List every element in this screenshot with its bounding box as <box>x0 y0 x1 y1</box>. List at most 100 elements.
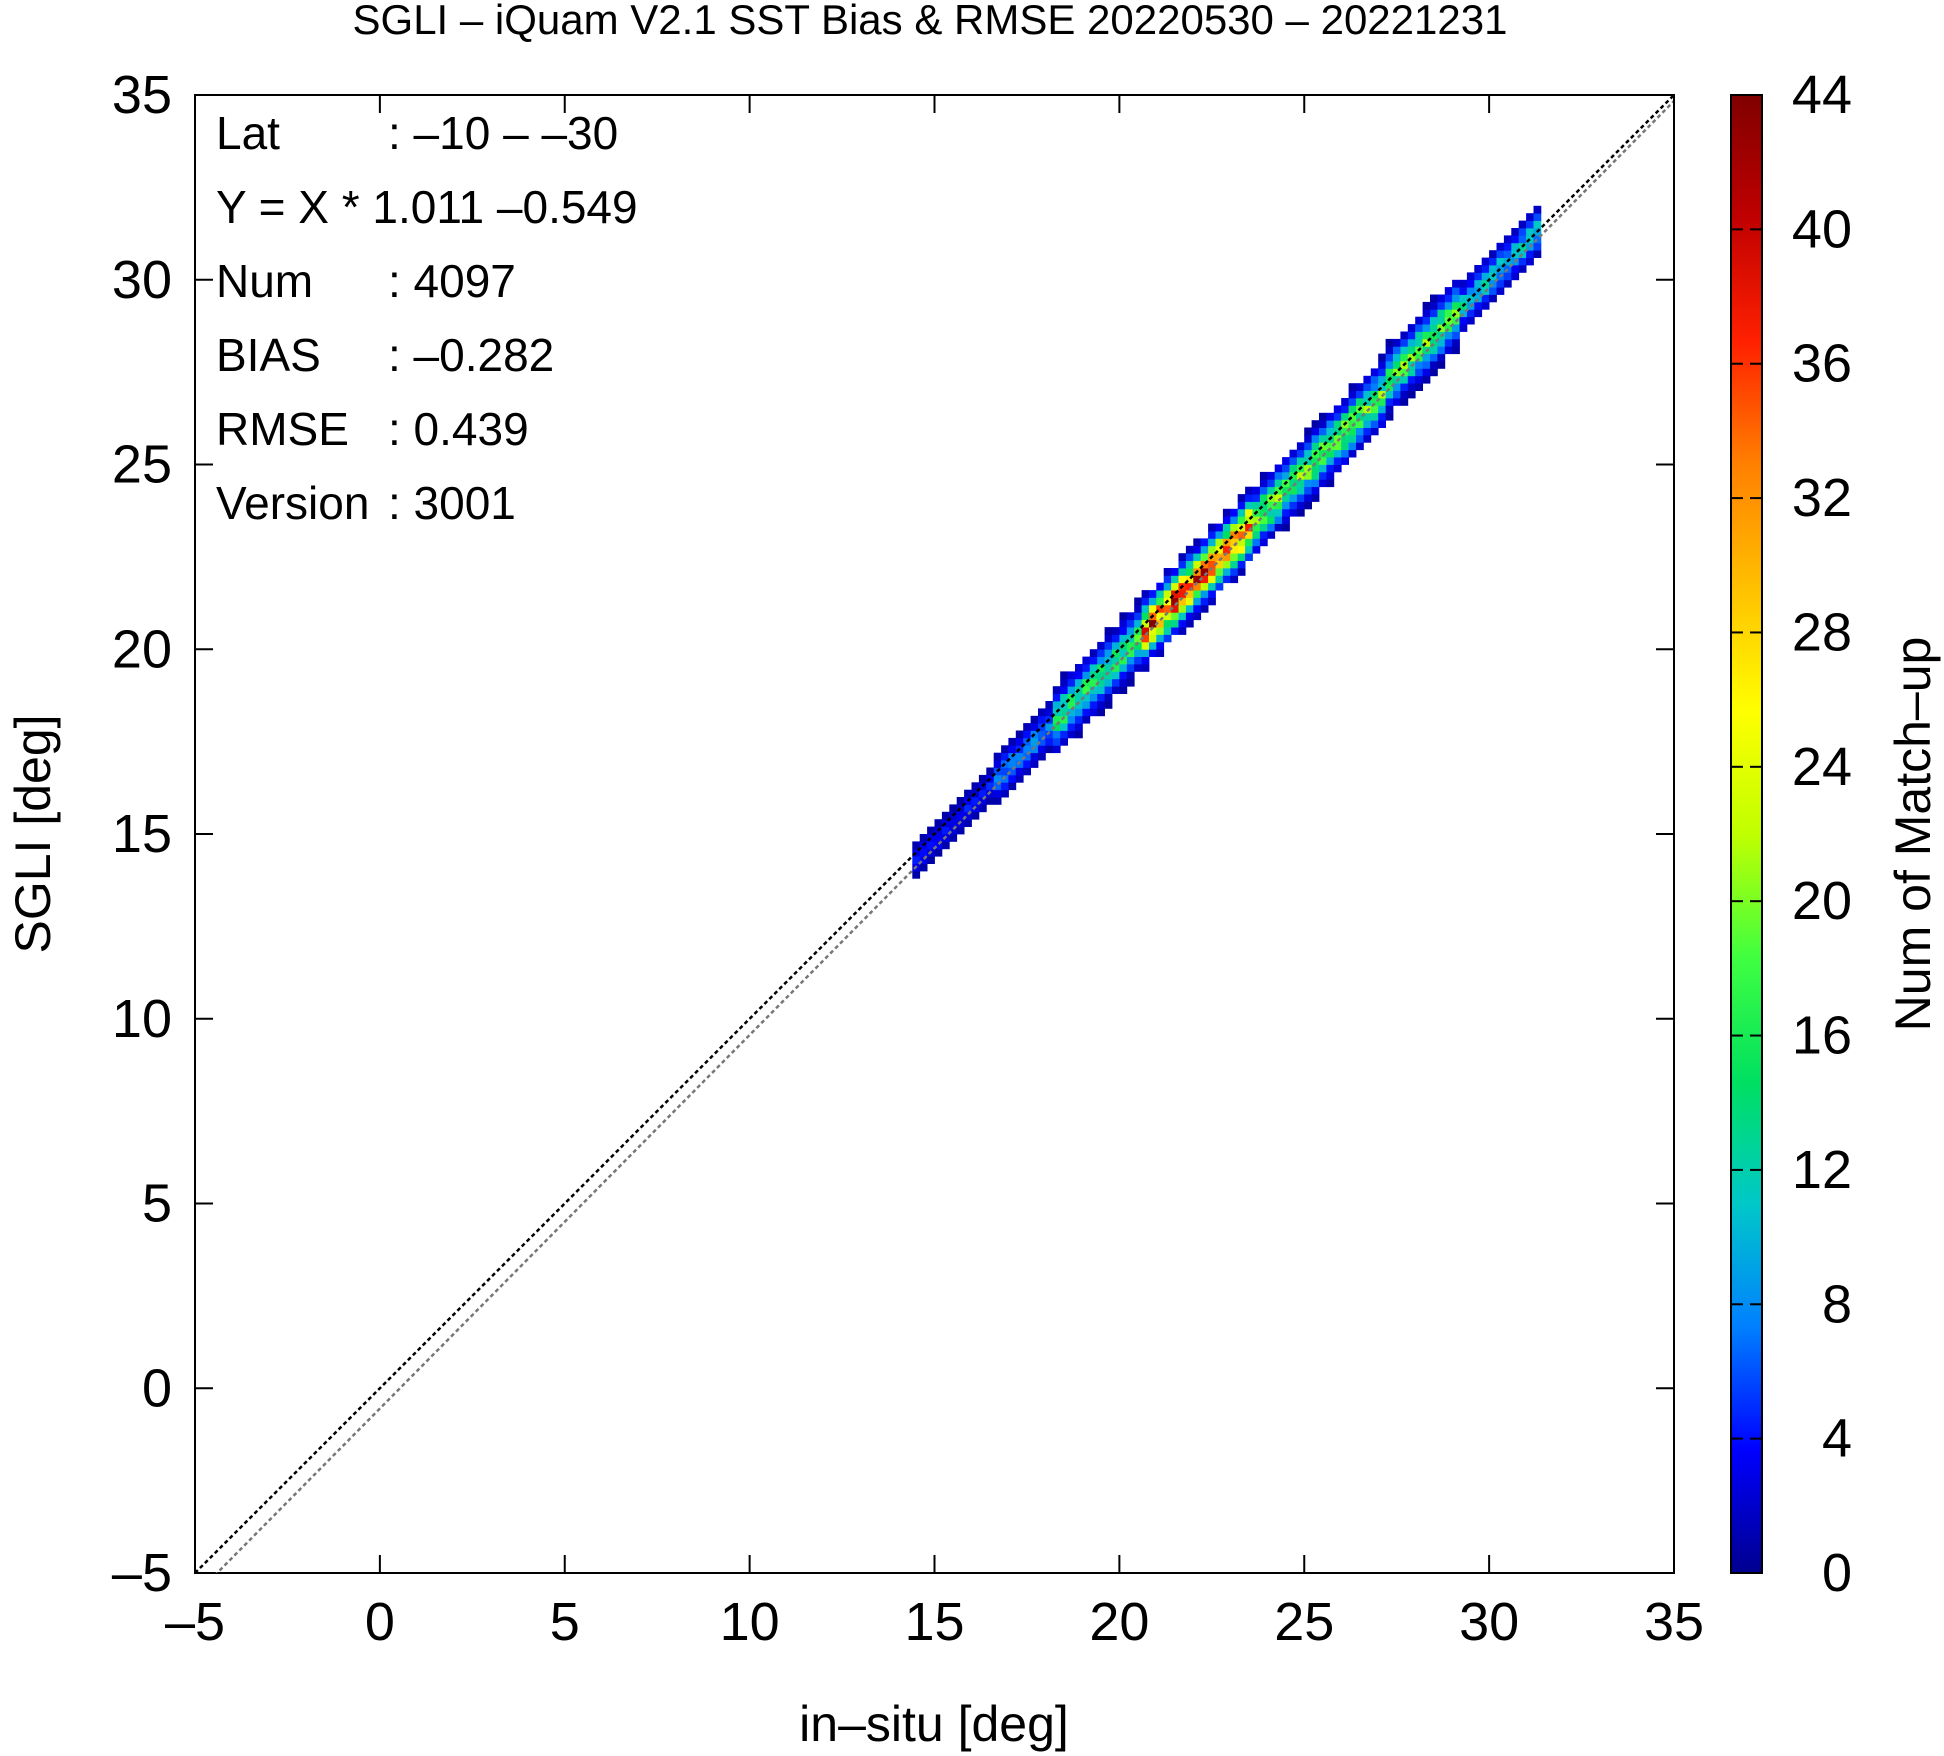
stats-key: Num <box>216 255 313 307</box>
heatmap-cell <box>1245 538 1253 547</box>
heatmap-cell <box>1289 486 1298 495</box>
heatmap-cell <box>956 826 965 835</box>
heatmap-cell <box>1496 279 1505 288</box>
heatmap-cell <box>1274 479 1283 488</box>
heatmap-cell <box>1237 531 1246 539</box>
heatmap-cell <box>1252 545 1261 554</box>
heatmap-cell <box>1333 412 1342 421</box>
heatmap-cell <box>1533 220 1542 229</box>
heatmap-cell <box>934 834 943 842</box>
heatmap-cell <box>1474 301 1483 310</box>
heatmap-cell <box>1149 597 1157 606</box>
heatmap-cell <box>1097 686 1105 694</box>
heatmap-cell <box>1052 701 1061 709</box>
heatmap-cell <box>978 774 987 783</box>
heatmap-cell <box>1156 604 1165 613</box>
heatmap-cell <box>1052 730 1061 739</box>
heatmap-cell <box>1444 309 1453 318</box>
heatmap-cell <box>1370 420 1379 428</box>
heatmap-cell <box>1370 383 1379 391</box>
heatmap-cell <box>1075 693 1083 702</box>
heatmap-cell <box>1230 538 1239 547</box>
heatmap-cell <box>1052 693 1061 702</box>
heatmap-cell <box>1134 597 1142 606</box>
colorbar-tick-label: 24 <box>1792 737 1852 797</box>
heatmap-cell <box>1311 494 1320 502</box>
heatmap-cell <box>1385 405 1394 414</box>
x-tick-label: 10 <box>720 1592 780 1652</box>
heatmap-cell <box>1296 494 1305 502</box>
heatmap-cell <box>1282 457 1290 465</box>
stats-value: : 3001 <box>388 477 516 529</box>
heatmap-cell <box>1503 250 1512 258</box>
heatmap-cell <box>1082 708 1091 717</box>
heatmap-cell <box>1134 634 1142 643</box>
heatmap-cell <box>1171 619 1179 628</box>
heatmap-cell <box>1444 346 1453 355</box>
heatmap-cell <box>1356 427 1364 436</box>
heatmap-cell <box>1126 649 1135 657</box>
x-tick-label: 15 <box>904 1592 964 1652</box>
heatmap-cell <box>1348 449 1357 458</box>
heatmap-cell <box>1001 767 1009 776</box>
heatmap-cell <box>986 782 995 791</box>
heatmap-cell <box>1119 678 1128 687</box>
heatmap-cell <box>1378 412 1386 421</box>
y-tick-label: 30 <box>112 250 172 310</box>
heatmap-cell <box>919 863 928 872</box>
heatmap-cell <box>1171 604 1179 613</box>
heatmap-cell <box>1230 553 1239 561</box>
heatmap-cell <box>1156 634 1165 643</box>
heatmap-cell <box>1356 434 1364 443</box>
heatmap-cell <box>1282 508 1290 517</box>
y-axis-label: SGLI [deg] <box>5 714 61 953</box>
heatmap-cell <box>1089 664 1098 672</box>
heatmap-cell <box>1193 612 1202 621</box>
heatmap-cell <box>1326 464 1335 473</box>
heatmap-cell <box>1422 316 1431 325</box>
colorbar-tick-label: 20 <box>1792 871 1852 931</box>
heatmap-cell <box>1230 508 1239 517</box>
heatmap-cell <box>1060 715 1068 724</box>
heatmap-cell <box>1237 545 1246 554</box>
heatmap-cell <box>1333 420 1342 428</box>
heatmap-cell <box>1230 523 1239 532</box>
heatmap-cell <box>1400 331 1409 340</box>
heatmap-cell <box>1141 649 1150 657</box>
heatmap-cell <box>1415 316 1423 325</box>
heatmap-cell <box>1126 678 1135 687</box>
heatmap-cell <box>1222 545 1231 554</box>
heatmap-cell <box>971 811 980 820</box>
heatmap-cell <box>1363 420 1372 428</box>
heatmap-cell <box>1208 582 1216 591</box>
heatmap-cell <box>1001 789 1009 798</box>
regression-line <box>215 100 1674 1573</box>
heatmap-cell <box>964 811 972 820</box>
heatmap-cell <box>1163 604 1172 613</box>
heatmap-cell <box>1252 523 1261 532</box>
heatmap-cell <box>1185 619 1194 628</box>
heatmap-cell <box>1222 516 1231 524</box>
heatmap-cell <box>1126 671 1135 680</box>
heatmap-cell <box>1112 656 1120 665</box>
heatmap-cell <box>993 797 1002 805</box>
heatmap-cell <box>1481 301 1490 310</box>
heatmap-cell <box>1311 420 1320 428</box>
heatmap-cell <box>1341 434 1349 443</box>
stats-value: : 4097 <box>388 255 516 307</box>
heatmap-cell <box>1503 279 1512 288</box>
heatmap-cell <box>1304 494 1312 502</box>
heatmap-cell <box>1274 508 1283 517</box>
heatmap-cell <box>1311 479 1320 488</box>
heatmap-cell <box>1452 324 1460 332</box>
heatmap-cell <box>1437 324 1446 332</box>
heatmap-cell <box>1156 597 1165 606</box>
heatmap-cell <box>1163 612 1172 621</box>
heatmap-cell <box>1430 361 1438 369</box>
heatmap-cell <box>1437 353 1446 362</box>
heatmap-cell <box>964 789 972 798</box>
heatmap-cell <box>1304 434 1312 443</box>
heatmap-cell <box>1511 250 1520 258</box>
heatmap-cell <box>1289 479 1298 488</box>
heatmap-cell <box>1267 486 1276 495</box>
